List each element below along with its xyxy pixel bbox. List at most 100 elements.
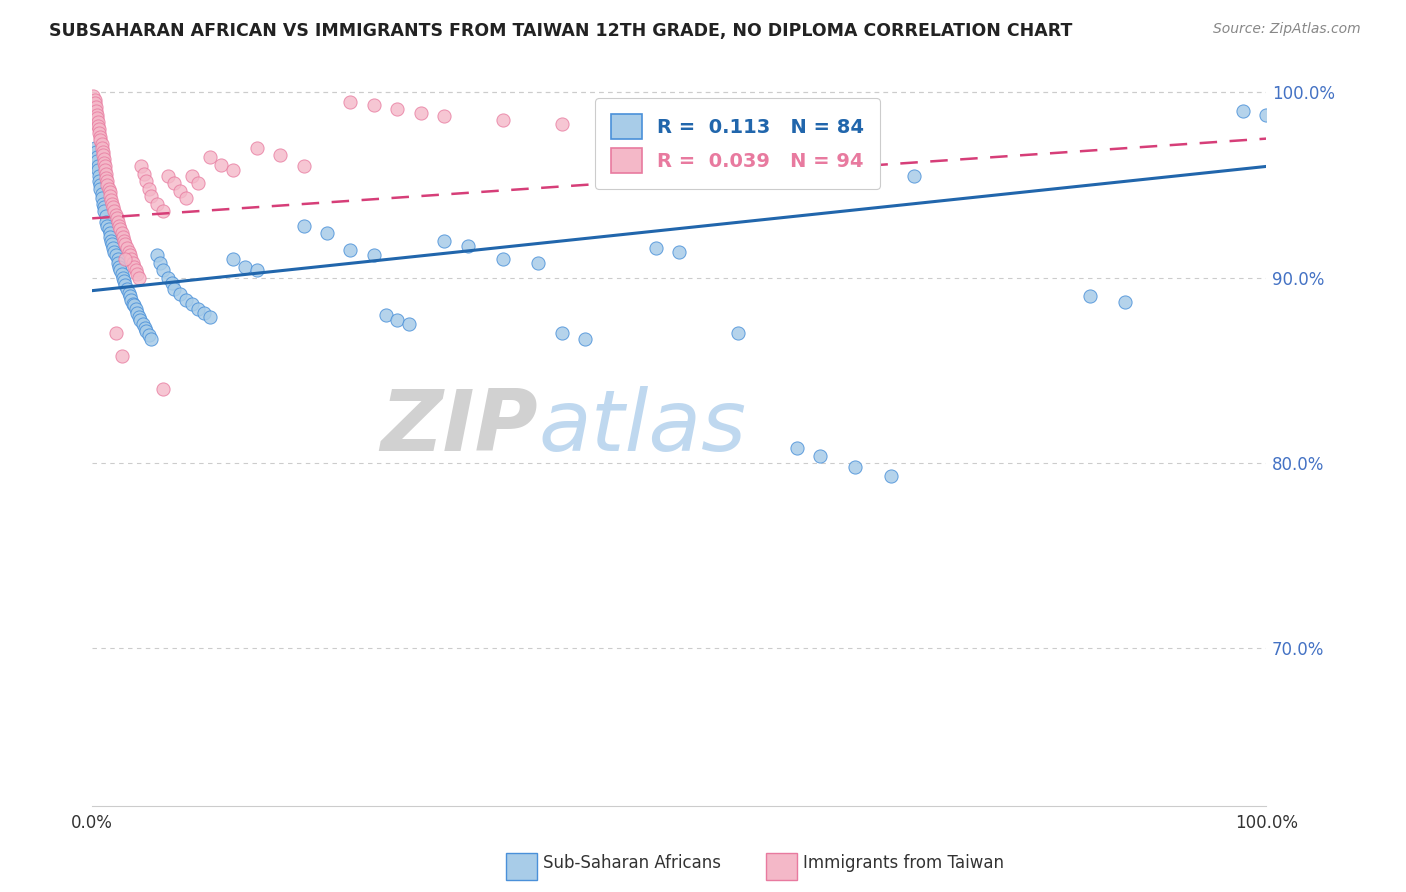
Point xyxy=(83,96,105,111)
Point xyxy=(644,241,666,255)
Point xyxy=(269,148,291,162)
Point xyxy=(82,89,104,103)
Point xyxy=(124,263,146,277)
Point xyxy=(89,178,111,192)
Point xyxy=(101,237,124,252)
Point xyxy=(409,105,432,120)
Point xyxy=(96,210,118,224)
Point xyxy=(98,189,121,203)
Point xyxy=(117,241,139,255)
Point xyxy=(145,248,167,262)
Point xyxy=(89,133,111,147)
Point xyxy=(93,203,115,218)
Point xyxy=(374,308,396,322)
Point xyxy=(292,219,315,233)
Point xyxy=(1256,107,1278,121)
Point xyxy=(363,248,385,262)
Point xyxy=(100,193,122,207)
Point xyxy=(129,313,152,327)
Point xyxy=(120,252,142,267)
Point xyxy=(86,153,108,168)
Point xyxy=(91,196,114,211)
Text: SUBSAHARAN AFRICAN VS IMMIGRANTS FROM TAIWAN 12TH GRADE, NO DIPLOMA CORRELATION : SUBSAHARAN AFRICAN VS IMMIGRANTS FROM TA… xyxy=(49,22,1073,40)
Point xyxy=(169,184,191,198)
Point xyxy=(93,152,115,166)
Point xyxy=(128,310,150,324)
Point xyxy=(187,176,209,190)
Point xyxy=(83,93,105,107)
Point xyxy=(96,167,118,181)
Point xyxy=(96,170,118,185)
Point xyxy=(492,113,515,128)
Point xyxy=(114,237,136,252)
Point xyxy=(387,102,409,116)
Point xyxy=(108,260,131,274)
Point xyxy=(233,260,256,274)
Point xyxy=(163,176,186,190)
Point xyxy=(122,296,145,310)
Point xyxy=(90,141,112,155)
Point xyxy=(98,186,121,200)
Point xyxy=(457,239,479,253)
Point xyxy=(89,122,111,136)
Point xyxy=(124,260,146,274)
Point xyxy=(104,248,127,262)
Point xyxy=(187,302,209,317)
Point xyxy=(103,241,125,255)
Point xyxy=(339,95,361,109)
Point xyxy=(1078,289,1101,303)
Point xyxy=(86,107,108,121)
Point xyxy=(339,243,361,257)
Text: ZIP: ZIP xyxy=(381,385,538,468)
Point xyxy=(103,200,125,214)
Point xyxy=(107,256,129,270)
Text: atlas: atlas xyxy=(538,385,747,468)
Point xyxy=(152,382,174,396)
Point xyxy=(107,215,129,229)
Point xyxy=(222,163,245,178)
Point xyxy=(93,200,115,214)
Point xyxy=(808,449,831,463)
Point xyxy=(87,119,110,133)
Point xyxy=(86,112,108,126)
Point xyxy=(198,150,221,164)
Point xyxy=(91,145,114,159)
Point xyxy=(181,169,204,183)
Text: Immigrants from Taiwan: Immigrants from Taiwan xyxy=(803,855,1004,872)
Point xyxy=(89,126,111,140)
Point xyxy=(104,326,127,341)
Point xyxy=(786,442,808,456)
Point xyxy=(112,274,135,288)
Point xyxy=(149,256,172,270)
Point xyxy=(169,287,191,301)
Point xyxy=(98,230,121,244)
Point xyxy=(97,182,120,196)
Point xyxy=(96,178,118,192)
Point xyxy=(209,158,232,172)
Point xyxy=(433,109,456,123)
Point xyxy=(193,306,215,320)
Point xyxy=(160,277,183,291)
Point xyxy=(174,191,197,205)
Point xyxy=(157,169,180,183)
Point xyxy=(363,98,385,112)
Point xyxy=(139,189,162,203)
Point xyxy=(433,234,456,248)
Point xyxy=(117,285,139,300)
Point xyxy=(108,219,131,233)
Point xyxy=(84,145,107,159)
Point xyxy=(114,278,136,293)
Point xyxy=(574,332,596,346)
Point xyxy=(118,289,141,303)
Point xyxy=(101,196,124,211)
Text: Sub-Saharan Africans: Sub-Saharan Africans xyxy=(543,855,721,872)
Point xyxy=(103,244,125,259)
Point xyxy=(112,234,135,248)
Point xyxy=(174,293,197,307)
Point xyxy=(97,222,120,236)
Point xyxy=(844,459,866,474)
Point xyxy=(152,203,174,218)
Point xyxy=(903,169,925,183)
Point xyxy=(292,160,315,174)
Point xyxy=(89,129,111,144)
